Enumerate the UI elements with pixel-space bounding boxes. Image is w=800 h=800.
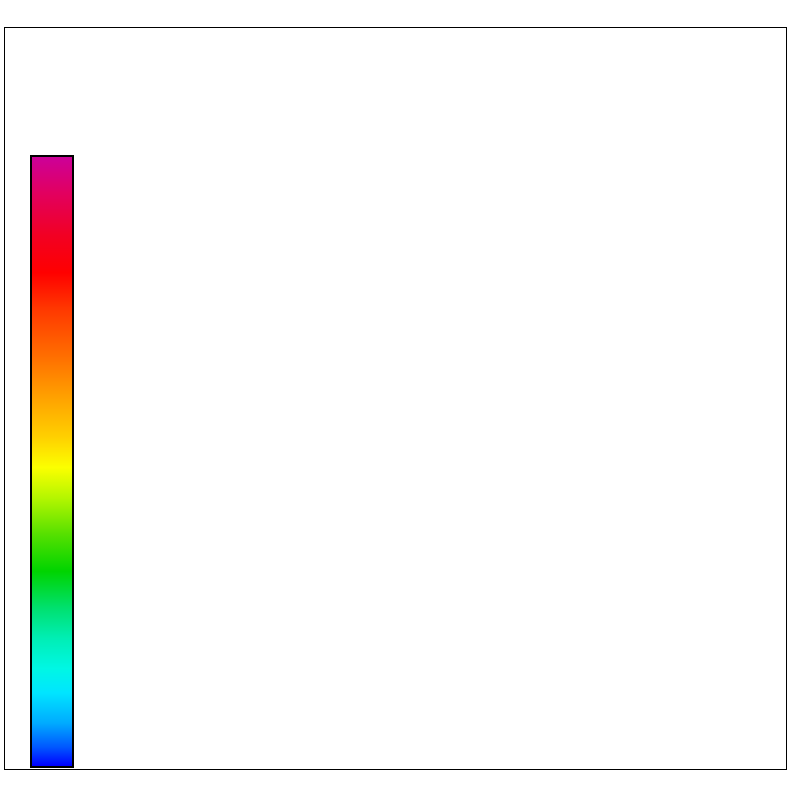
wind-speed-field	[5, 28, 786, 769]
map-plot-area[interactable]	[4, 27, 787, 770]
colorbar-gradient	[30, 155, 74, 768]
colorbar[interactable]	[30, 155, 74, 768]
